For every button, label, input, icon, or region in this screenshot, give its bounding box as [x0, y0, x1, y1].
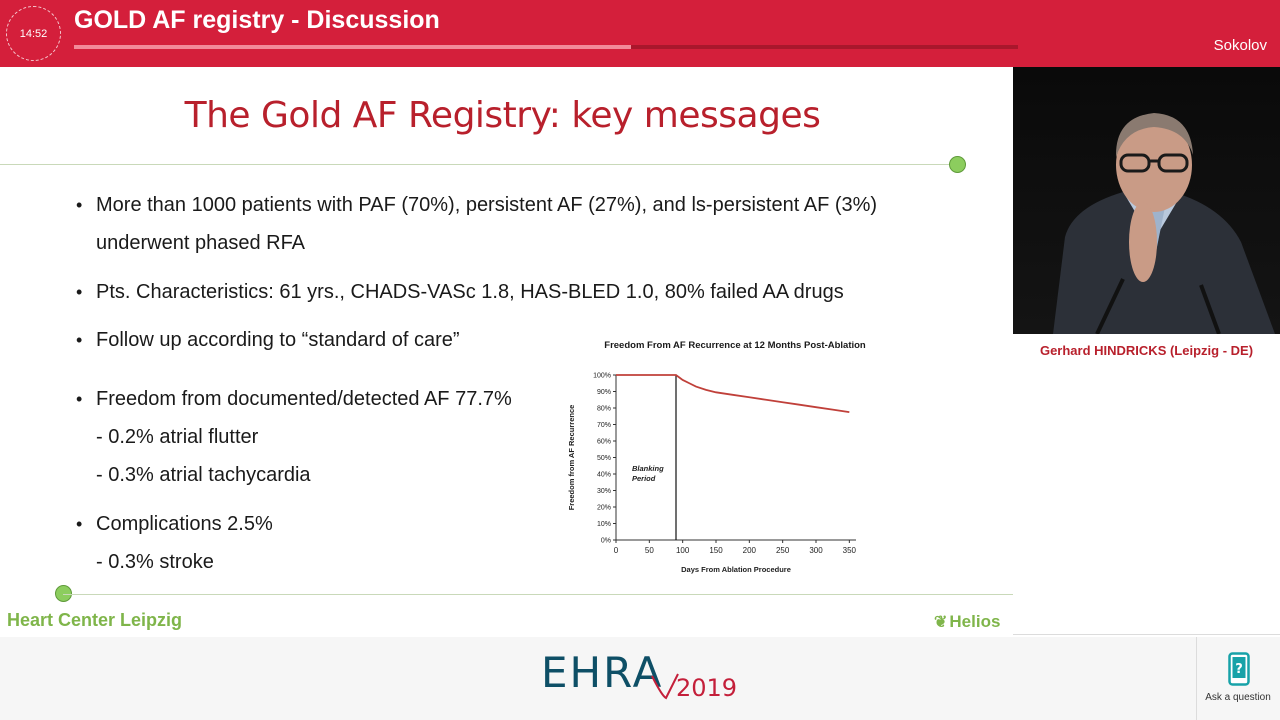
slide-title-divider: [0, 164, 958, 165]
chart-y-axis-label: Freedom from AF Recurrence: [567, 405, 576, 511]
chart-y-tick-label: 90%: [597, 389, 611, 396]
session-progress-bar: [74, 45, 1018, 49]
speaker-silhouette-icon: [1013, 67, 1280, 334]
bullet-characteristics: Pts. Characteristics: 61 yrs., CHADS-VAS…: [76, 273, 844, 311]
chart-plot: 0% 10% 20% 30% 40% 50% 60% 70% 80% 90% 100% 0 50 100 1…: [567, 373, 857, 575]
bullet-text-line: underwent phased RFA: [96, 232, 306, 254]
session-title: GOLD AF registry - Discussion: [74, 6, 440, 34]
speaker-name: Gerhard HINDRICKS (Leipzig - DE): [1039, 343, 1254, 358]
chart-x-tick-label: 50: [645, 546, 654, 555]
chart-y-tick-label: 100%: [593, 373, 611, 380]
ehra-logo: EHRA: [541, 648, 664, 697]
chart-x-tick-label: 100: [676, 546, 690, 555]
chart-y-tick-label: 0%: [601, 538, 611, 545]
divider-dot-right: [949, 156, 966, 173]
bullet-text-line: Complications 2.5%: [96, 513, 273, 535]
chart-x-axis-label: Days From Ablation Procedure: [681, 565, 791, 574]
event-footer: [0, 637, 1280, 720]
chart-y-tick-label: 20%: [597, 505, 611, 512]
helios-logo-text: Helios: [949, 612, 1001, 631]
chart-y-tick-label: 80%: [597, 406, 611, 413]
helios-mark-icon: ❦: [934, 614, 948, 631]
session-progress-fill: [74, 45, 631, 49]
speaker-video: [1013, 67, 1280, 334]
bullet-complications: Complications 2.5% - 0.3% stroke: [76, 505, 273, 581]
countdown-timer: 14:52: [6, 6, 61, 61]
chart-y-tick-label: 30%: [597, 488, 611, 495]
chart-x-tick-label: 350: [843, 546, 857, 555]
bullet-follow-up: Follow up according to “standard of care…: [76, 321, 460, 359]
chair-name: Sokolov: [1213, 37, 1267, 54]
ask-question-button[interactable]: Ask a question: [1205, 692, 1271, 703]
heart-center-leipzig-logo: Heart Center Leipzig: [7, 610, 183, 630]
chart-y-tick-label: 40%: [597, 472, 611, 479]
chart-y-tick-label: 60%: [597, 439, 611, 446]
bullet-text-line: More than 1000 patients with PAF (70%), …: [96, 194, 878, 216]
chart-x-tick-label: 250: [776, 546, 790, 555]
chart-x-tick-label: 0: [614, 546, 619, 555]
ehra-year: 2019: [676, 674, 738, 702]
slide-footer-divider: [63, 594, 1013, 595]
chart-annotation-text: Period: [632, 474, 656, 483]
chart-x-tick-label: 200: [743, 546, 757, 555]
sub-bullet: - 0.2% atrial flutter: [96, 426, 259, 448]
chart-title: Freedom From AF Recurrence at 12 Months …: [604, 340, 866, 351]
chart-series-line: [616, 374, 850, 414]
side-panel-divider: [1013, 634, 1280, 635]
sub-bullet: - 0.3% atrial tachycardia: [96, 464, 311, 486]
divider-dot-left: [55, 585, 72, 602]
bullet-text-line: Follow up according to “standard of care…: [96, 329, 460, 351]
svg-text:?: ?: [1235, 662, 1243, 677]
chart-y-tick-label: 50%: [597, 455, 611, 462]
bullet-text-line: Pts. Characteristics: 61 yrs., CHADS-VAS…: [96, 281, 844, 303]
sub-bullet: - 0.3% stroke: [96, 551, 214, 573]
af-recurrence-chart: Freedom From AF Recurrence at 12 Months …: [560, 335, 900, 580]
slide-title: The Gold AF Registry: key messages: [184, 95, 821, 136]
bullet-text-line: Freedom from documented/detected AF 77.7…: [96, 388, 512, 410]
ehra-swoosh-icon: [651, 673, 679, 700]
bullet-patients: More than 1000 patients with PAF (70%), …: [76, 186, 878, 262]
chart-x-tick-label: 150: [709, 546, 723, 555]
phone-question-icon[interactable]: ?: [1228, 652, 1250, 686]
helios-logo: ❦ Helios: [934, 612, 1000, 632]
chart-y-tick-label: 70%: [597, 422, 611, 429]
chart-y-tick-label: 10%: [597, 521, 611, 528]
bullet-freedom-af: Freedom from documented/detected AF 77.7…: [76, 380, 512, 494]
ask-divider: [1196, 637, 1197, 720]
session-header: 14:52 GOLD AF registry - Discussion Soko…: [0, 0, 1280, 67]
slide: The Gold AF Registry: key messages More …: [0, 67, 1013, 637]
chart-x-tick-label: 300: [809, 546, 823, 555]
chart-annotation-text: Blanking: [632, 464, 664, 473]
